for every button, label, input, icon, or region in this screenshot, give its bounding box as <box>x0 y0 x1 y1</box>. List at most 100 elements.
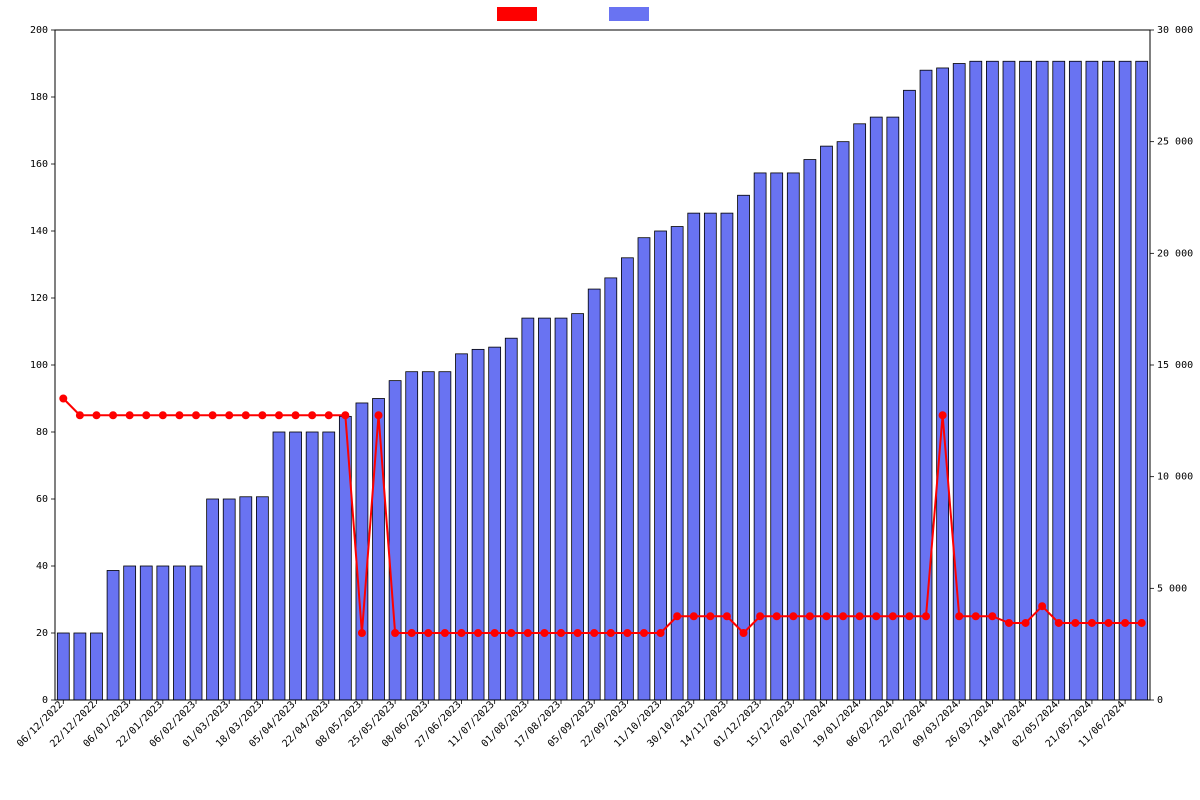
line-marker <box>342 412 349 419</box>
line-marker <box>873 613 880 620</box>
bar <box>74 633 86 700</box>
ylabel-left: 140 <box>30 226 48 237</box>
bar <box>406 372 418 700</box>
line-marker <box>358 630 365 637</box>
bar <box>588 289 600 700</box>
line-marker <box>840 613 847 620</box>
line-marker <box>707 613 714 620</box>
ylabel-right: 30 000 <box>1157 25 1193 36</box>
line-marker <box>723 613 730 620</box>
ylabel-left: 40 <box>36 561 48 572</box>
ylabel-left: 0 <box>42 695 48 706</box>
bar <box>223 499 235 700</box>
ylabel-right: 20 000 <box>1157 248 1193 259</box>
bar <box>373 399 385 701</box>
line-marker <box>1022 619 1029 626</box>
line-marker <box>740 630 747 637</box>
line-marker <box>441 630 448 637</box>
line-marker <box>939 412 946 419</box>
bar <box>937 68 949 700</box>
line-marker <box>309 412 316 419</box>
line-marker <box>226 412 233 419</box>
line-marker <box>60 395 67 402</box>
bar <box>1053 61 1065 700</box>
ylabel-left: 120 <box>30 293 48 304</box>
line-marker <box>325 412 332 419</box>
ylabel-left: 20 <box>36 628 48 639</box>
ylabel-left: 100 <box>30 360 48 371</box>
line-marker <box>856 613 863 620</box>
bar <box>124 566 136 700</box>
line-marker <box>292 412 299 419</box>
bar <box>1020 61 1032 700</box>
line-marker <box>126 412 133 419</box>
line-marker <box>1105 619 1112 626</box>
bar <box>538 318 550 700</box>
bar <box>91 633 103 700</box>
bar <box>1136 61 1148 700</box>
line-marker <box>923 613 930 620</box>
line-marker <box>607 630 614 637</box>
bar <box>472 349 484 700</box>
chart-svg: 02040608010012014016018020005 00010 0001… <box>0 0 1200 800</box>
bar <box>256 497 268 700</box>
bar <box>240 497 252 700</box>
bar <box>970 61 982 700</box>
line-marker <box>823 613 830 620</box>
bar <box>173 566 185 700</box>
ylabel-right: 15 000 <box>1157 360 1193 371</box>
line-marker <box>524 630 531 637</box>
line-marker <box>392 630 399 637</box>
legend-swatch <box>497 7 537 21</box>
bar <box>356 403 368 700</box>
line-marker <box>193 412 200 419</box>
line-marker <box>1138 619 1145 626</box>
line-marker <box>889 613 896 620</box>
line-marker <box>1122 619 1129 626</box>
line-marker <box>558 630 565 637</box>
bar <box>1003 61 1015 700</box>
line-marker <box>657 630 664 637</box>
bar <box>1069 61 1081 700</box>
line-marker <box>773 613 780 620</box>
bar <box>903 90 915 700</box>
ylabel-left: 80 <box>36 427 48 438</box>
bar <box>1086 61 1098 700</box>
ylabel-left: 160 <box>30 159 48 170</box>
bar <box>572 314 584 700</box>
legend-swatch <box>609 7 649 21</box>
line-marker <box>690 613 697 620</box>
bar <box>57 633 69 700</box>
line-marker <box>275 412 282 419</box>
line-marker <box>76 412 83 419</box>
ylabel-left: 60 <box>36 494 48 505</box>
bar <box>721 213 733 700</box>
line-marker <box>159 412 166 419</box>
bar <box>704 213 716 700</box>
line-marker <box>906 613 913 620</box>
line-marker <box>143 412 150 419</box>
bar <box>787 173 799 700</box>
bar <box>771 173 783 700</box>
bar <box>306 432 318 700</box>
line-marker <box>640 630 647 637</box>
line-marker <box>624 630 631 637</box>
bar <box>207 499 219 700</box>
ylabel-left: 180 <box>30 92 48 103</box>
bar <box>157 566 169 700</box>
bar <box>290 432 302 700</box>
line-marker <box>1055 619 1062 626</box>
line-marker <box>408 630 415 637</box>
line-marker <box>93 412 100 419</box>
bar <box>671 227 683 700</box>
line-marker <box>591 630 598 637</box>
line-marker <box>458 630 465 637</box>
bar <box>439 372 451 700</box>
line-marker <box>790 613 797 620</box>
bar <box>688 213 700 700</box>
bar <box>1103 61 1115 700</box>
bar <box>522 318 534 700</box>
bar <box>456 354 468 700</box>
line-marker <box>972 613 979 620</box>
ylabel-left: 200 <box>30 25 48 36</box>
